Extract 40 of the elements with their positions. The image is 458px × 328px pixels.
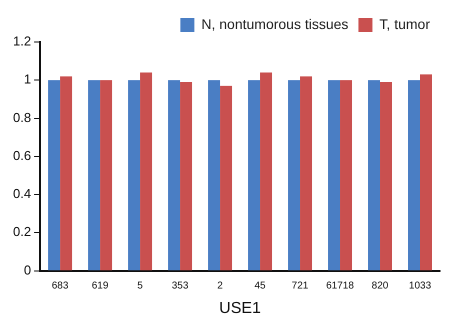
bar [128, 80, 140, 270]
x-tick-label: 2 [217, 280, 224, 292]
y-tick-label: 0 [24, 262, 32, 278]
bar [340, 80, 352, 270]
bar [180, 82, 192, 270]
x-tick-label: 353 [172, 280, 189, 292]
x-tick-label: 1033 [408, 280, 432, 292]
bar [248, 80, 260, 270]
x-tick-label: 45 [254, 280, 266, 292]
bar [100, 80, 112, 270]
y-tick-label: 1.2 [12, 34, 32, 49]
bar [380, 82, 392, 270]
y-tick-label: 0.4 [12, 186, 32, 202]
bar [208, 80, 220, 270]
x-tick-label: 721 [292, 280, 309, 292]
x-tick-label: 619 [92, 280, 109, 292]
bar [408, 80, 420, 270]
y-tick-label: 0.6 [12, 148, 32, 163]
bar [60, 76, 72, 270]
bar [168, 80, 180, 270]
bar [88, 80, 100, 270]
legend-label: N, nontumorous tissues [201, 16, 348, 32]
bar [140, 72, 152, 270]
bar [48, 80, 60, 270]
y-tick-label: 0.8 [12, 110, 32, 125]
x-tick-label: 5 [137, 280, 144, 292]
bar [300, 76, 312, 270]
bar [420, 74, 432, 270]
bar [328, 80, 340, 270]
legend-label: T, tumor [379, 16, 430, 32]
x-tick-label: 683 [52, 280, 69, 292]
bar [288, 80, 300, 270]
y-tick-label: 0.2 [12, 224, 32, 240]
x-tick-label: 61718 [326, 280, 354, 292]
x-axis-title: USE1 [219, 300, 262, 317]
bar [220, 86, 232, 270]
bar [260, 72, 272, 270]
x-tick-label: 820 [372, 280, 389, 292]
bar [368, 80, 380, 270]
y-tick-label: 1 [24, 72, 32, 87]
